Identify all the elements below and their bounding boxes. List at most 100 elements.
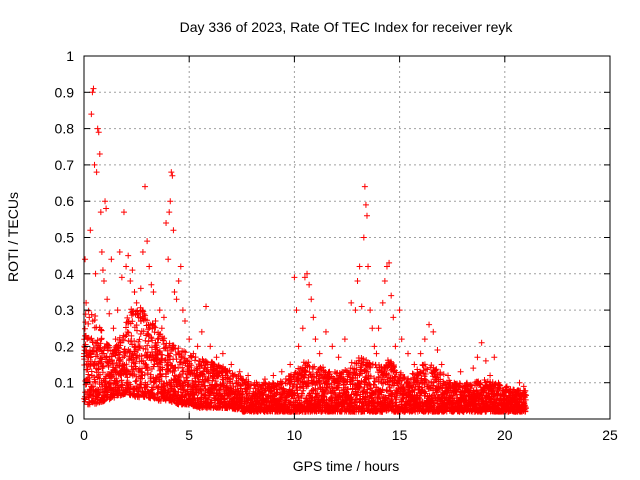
data-point <box>142 312 149 319</box>
data-point <box>149 337 156 344</box>
data-point <box>136 384 143 391</box>
data-point <box>133 322 140 329</box>
y-axis-label: ROTI / TECUs <box>5 192 21 282</box>
data-point <box>378 389 385 396</box>
data-point <box>146 263 153 270</box>
data-point <box>167 350 174 357</box>
data-point <box>81 325 88 332</box>
data-point <box>98 249 105 256</box>
data-point <box>311 363 318 370</box>
data-point <box>144 370 151 377</box>
data-point <box>328 381 335 388</box>
data-point <box>160 314 167 321</box>
data-point <box>379 299 386 306</box>
data-point <box>141 371 148 378</box>
data-point <box>96 392 103 399</box>
data-point <box>430 328 437 335</box>
data-point <box>139 249 146 256</box>
data-point <box>177 374 184 380</box>
data-point <box>157 370 164 377</box>
data-point <box>132 378 139 385</box>
data-point <box>401 373 408 380</box>
data-point <box>188 353 195 360</box>
data-point <box>300 385 307 392</box>
data-point <box>81 344 88 351</box>
data-point <box>396 307 403 314</box>
data-point <box>104 347 111 354</box>
x-tick-label: 0 <box>80 427 88 443</box>
data-point <box>85 307 92 314</box>
data-point <box>175 278 182 285</box>
data-point <box>381 376 388 383</box>
data-point <box>154 385 161 392</box>
data-point <box>158 325 165 332</box>
data-point <box>190 390 197 397</box>
data-point <box>363 212 370 219</box>
data-point <box>411 361 418 368</box>
data-point <box>367 384 374 391</box>
data-point <box>378 376 385 383</box>
data-point <box>127 278 134 285</box>
data-point <box>385 372 392 379</box>
data-point <box>444 372 451 379</box>
data-point <box>226 367 233 374</box>
data-point <box>92 378 99 385</box>
data-point <box>123 361 130 368</box>
data-point <box>95 366 102 373</box>
data-point <box>385 381 392 388</box>
data-point <box>198 387 205 394</box>
data-point <box>97 326 104 333</box>
data-point <box>228 361 235 368</box>
data-point <box>322 328 329 335</box>
data-point <box>299 325 306 332</box>
data-point <box>308 296 315 303</box>
data-point <box>100 350 107 357</box>
x-tick-label: 10 <box>287 427 303 443</box>
data-point <box>401 386 408 393</box>
y-tick-label: 0.7 <box>55 157 75 173</box>
data-point <box>94 125 101 132</box>
data-point <box>148 366 155 373</box>
data-point <box>96 151 103 158</box>
data-point <box>95 129 102 136</box>
data-point <box>157 359 164 366</box>
data-point <box>91 161 98 168</box>
chart-title: Day 336 of 2023, Rate Of TEC Index for r… <box>180 19 514 35</box>
data-point <box>170 227 177 234</box>
data-point <box>151 378 158 385</box>
data-point <box>192 354 199 361</box>
data-point <box>165 256 172 263</box>
data-point <box>280 387 287 394</box>
data-point <box>348 299 355 306</box>
data-point <box>359 370 366 377</box>
data-point <box>201 373 208 380</box>
data-point <box>191 357 198 364</box>
data-point <box>155 335 162 342</box>
data-point <box>325 380 332 387</box>
data-point <box>86 378 93 385</box>
data-point <box>179 307 186 314</box>
data-point <box>118 377 125 384</box>
data-point <box>372 389 379 396</box>
data-point <box>129 267 136 274</box>
data-point <box>354 278 361 285</box>
data-point <box>139 307 146 314</box>
data-point <box>100 278 107 285</box>
data-point <box>491 354 498 361</box>
data-point <box>247 385 254 392</box>
data-point <box>134 352 141 359</box>
data-point <box>153 344 160 351</box>
scatter-series <box>80 85 530 415</box>
data-point <box>310 378 317 385</box>
data-point <box>295 343 302 350</box>
data-point <box>99 267 106 274</box>
data-point <box>182 349 189 356</box>
data-point <box>141 311 148 318</box>
data-point <box>397 372 404 379</box>
data-point <box>150 288 157 295</box>
data-point <box>305 359 312 366</box>
data-point <box>85 371 92 378</box>
data-point <box>88 335 95 342</box>
data-point <box>106 310 113 317</box>
data-point <box>99 369 106 376</box>
